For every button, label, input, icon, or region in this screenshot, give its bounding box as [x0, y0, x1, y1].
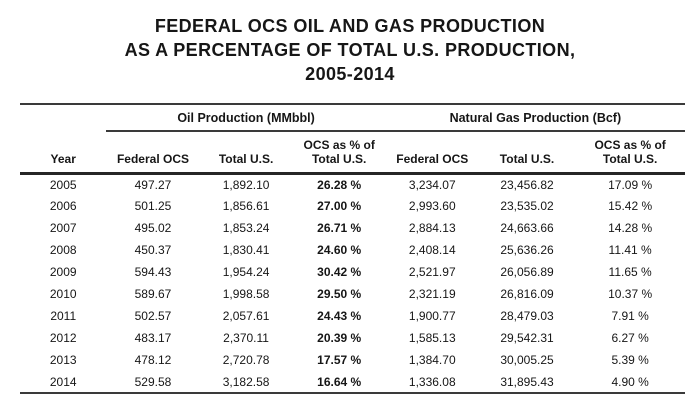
gas-total-us-cell: 29,542.31 — [500, 331, 554, 345]
gas-total-us-cell: 26,056.89 — [500, 265, 554, 279]
oil-ocs-percent-cell: 27.00 % — [317, 199, 362, 213]
year-cell: 2013 — [49, 353, 77, 367]
group-header-oil: Oil Production (MMbbl) — [106, 104, 386, 132]
gas-ocs-percent-cell: 14.28 % — [608, 221, 653, 235]
oil-total-us-cell: 1,998.58 — [222, 287, 270, 301]
oil-ocs-percent-cell: 30.42 % — [317, 265, 362, 279]
oil-ocs-percent-cell: 24.60 % — [317, 243, 362, 257]
gas-total-us-cell: 25,636.26 — [500, 243, 554, 257]
oil-total-us-cell: 1,892.10 — [222, 177, 270, 192]
column-header-oil-federal-ocs: Federal OCS — [106, 131, 200, 175]
year-cell: 2005 — [49, 177, 77, 192]
gas-federal-ocs-cell: 2,321.19 — [408, 287, 456, 301]
gas-total-us-cell: 24,663.66 — [500, 221, 554, 235]
oil-ocs-percent-cell: 24.43 % — [317, 309, 362, 323]
oil-federal-ocs-cell: 497.27 — [134, 177, 172, 192]
oil-ocs-percent-cell: 29.50 % — [317, 287, 362, 301]
gas-federal-ocs-cell: 2,993.60 — [408, 199, 456, 213]
oil-ocs-percent-cell: 20.39 % — [317, 331, 362, 345]
gas-federal-ocs-cell: 1,900.77 — [408, 309, 456, 323]
gas-ocs-percent-cell: 11.41 % — [608, 243, 652, 257]
gas-federal-ocs-cell: 2,884.13 — [408, 221, 456, 235]
oil-total-us-cell: 1,830.41 — [222, 243, 270, 257]
gas-ocs-percent-cell: 17.09 % — [608, 177, 653, 192]
oil-federal-ocs-cell: 478.12 — [134, 353, 172, 367]
oil-federal-ocs-cell: 594.43 — [134, 265, 172, 279]
gas-total-us-cell: 30,005.25 — [500, 353, 554, 367]
oil-federal-ocs-cell: 529.58 — [106, 371, 200, 394]
oil-federal-ocs-cell: 589.67 — [134, 287, 172, 301]
gas-total-us-cell: 23,535.02 — [500, 199, 554, 213]
production-table: Oil Production (MMbbl) Natural Gas Produ… — [20, 103, 685, 394]
table-row: 2007 495.02 1,853.24 26.71 % 2,884.13 24,663.… — [20, 217, 685, 239]
oil-total-us-cell: 3,182.58 — [199, 371, 293, 394]
column-header-oil-total-us: Total U.S. — [199, 131, 293, 175]
oil-total-us-cell: 2,057.61 — [222, 309, 270, 323]
year-cell: 2011 — [50, 309, 77, 323]
group-header-gas: Natural Gas Production (Bcf) — [385, 104, 685, 132]
gas-federal-ocs-cell: 3,234.07 — [408, 177, 456, 192]
oil-federal-ocs-cell: 450.37 — [134, 243, 172, 257]
gas-federal-ocs-cell: 2,408.14 — [408, 243, 456, 257]
gas-ocs-percent-cell: 7.91 % — [611, 309, 649, 323]
oil-total-us-cell: 1,853.24 — [222, 221, 270, 235]
gas-ocs-percent-cell: 15.42 % — [608, 199, 653, 213]
oil-ocs-percent-cell: 26.28 % — [317, 177, 362, 192]
group-header-row: Oil Production (MMbbl) Natural Gas Produ… — [20, 104, 685, 132]
gas-ocs-percent-cell: 10.37 % — [608, 287, 653, 301]
table-row: 2009 594.43 1,954.24 30.42 % 2,521.97 26,056.… — [20, 261, 685, 283]
column-header-row: Year Federal OCS Total U.S. OCS as % of … — [20, 131, 685, 175]
gas-federal-ocs-cell: 1,585.13 — [408, 331, 456, 345]
gas-total-us-cell: 23,456.82 — [500, 177, 554, 192]
gas-total-us-cell: 28,479.03 — [500, 309, 554, 323]
title-line-1: FEDERAL OCS OIL AND GAS PRODUCTION — [154, 16, 546, 36]
oil-ocs-percent-cell: 16.64 % — [292, 371, 386, 394]
oil-total-us-cell: 1,856.61 — [222, 199, 270, 213]
table-row: 2012 483.17 2,370.11 20.39 % 1,585.13 29,542.… — [20, 327, 685, 349]
year-cell: 2014 — [20, 371, 107, 394]
table-row: 2005 497.27 1,892.10 26.28 % 3,234.07 23,456.… — [20, 173, 685, 195]
table-body: 2005 497.27 1,892.10 26.28 % 3,234.07 23,456.… — [20, 173, 685, 394]
gas-federal-ocs-cell: 2,521.97 — [408, 265, 456, 279]
gas-federal-ocs-cell: 1,384.70 — [408, 353, 456, 367]
column-header-oil-ocs-percent: OCS as % of Total U.S. — [292, 131, 386, 175]
year-cell: 2006 — [49, 199, 77, 213]
gas-ocs-percent-cell: 5.39 % — [611, 353, 649, 367]
year-cell: 2010 — [49, 287, 77, 301]
figure-title: FEDERAL OCS OIL AND GAS PRODUCTION AS A … — [0, 0, 700, 86]
year-cell: 2012 — [49, 331, 77, 345]
oil-ocs-percent-cell: 26.71 % — [317, 221, 362, 235]
gas-ocs-percent-cell: 4.90 % — [575, 371, 685, 394]
title-line-3: 2005-2014 — [305, 64, 395, 84]
table-row: 2011 502.57 2,057.61 24.43 % 1,900.77 28,479.… — [20, 305, 685, 327]
gas-total-us-cell: 26,816.09 — [500, 287, 554, 301]
year-cell: 2007 — [49, 221, 77, 235]
column-header-year: Year — [20, 131, 107, 175]
oil-federal-ocs-cell: 501.25 — [134, 199, 172, 213]
gas-ocs-percent-cell: 6.27 % — [611, 331, 649, 345]
oil-federal-ocs-cell: 495.02 — [134, 221, 172, 235]
oil-ocs-percent-cell: 17.57 % — [317, 353, 362, 367]
oil-federal-ocs-cell: 502.57 — [134, 309, 172, 323]
table-row: 2013 478.12 2,720.78 17.57 % 1,384.70 30,005.… — [20, 349, 685, 371]
table-row: 2014 529.58 3,182.58 16.64 % 1,336.08 31,895.… — [20, 371, 685, 394]
year-cell: 2008 — [49, 243, 77, 257]
oil-total-us-cell: 2,720.78 — [222, 353, 270, 367]
table-row: 2010 589.67 1,998.58 29.50 % 2,321.19 26,816.… — [20, 283, 685, 305]
oil-federal-ocs-cell: 483.17 — [134, 331, 172, 345]
gas-federal-ocs-cell: 1,336.08 — [385, 371, 479, 394]
table-row: 2006 501.25 1,856.61 27.00 % 2,993.60 23,535.… — [20, 195, 685, 217]
title-line-2: AS A PERCENTAGE OF TOTAL U.S. PRODUCTION… — [124, 40, 576, 60]
oil-total-us-cell: 2,370.11 — [223, 331, 269, 345]
column-header-gas-ocs-percent: OCS as % of Total U.S. — [575, 131, 685, 175]
gas-ocs-percent-cell: 11.65 % — [608, 265, 652, 279]
group-header-spacer — [20, 104, 106, 131]
oil-total-us-cell: 1,954.24 — [222, 265, 270, 279]
year-cell: 2009 — [49, 265, 77, 279]
table-row: 2008 450.37 1,830.41 24.60 % 2,408.14 25,636.… — [20, 239, 685, 261]
gas-total-us-cell: 31,895.43 — [478, 371, 576, 394]
column-header-gas-total-us: Total U.S. — [478, 131, 576, 175]
column-header-gas-federal-ocs: Federal OCS — [385, 131, 479, 175]
